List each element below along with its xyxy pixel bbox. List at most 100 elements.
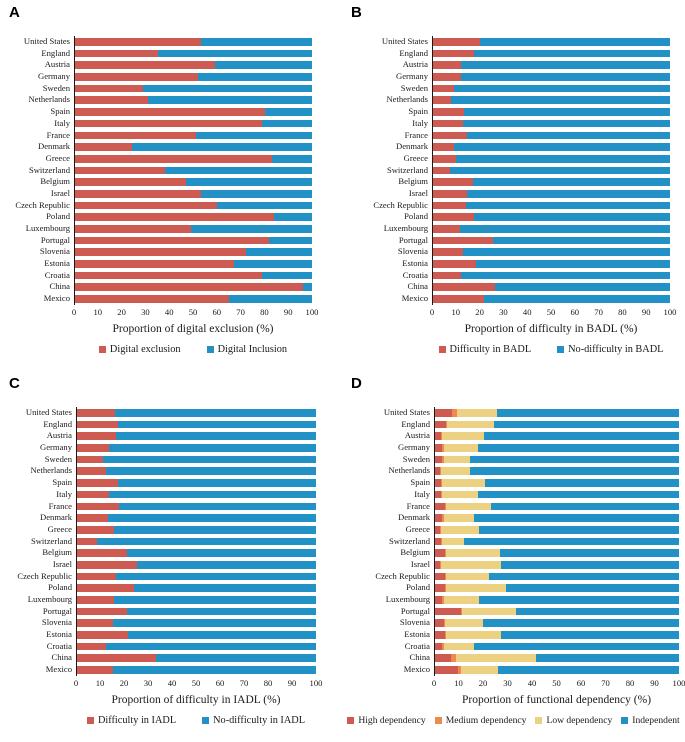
y-axis-label: Sweden <box>402 453 430 464</box>
bar-segment <box>466 201 670 210</box>
bar-track <box>76 617 316 630</box>
y-axis-label: Croatia <box>402 269 428 280</box>
panel-b-x-axis-title: Proportion of difficulty in BADL (%) <box>464 322 638 335</box>
bar-row: Czech Republic <box>342 199 670 212</box>
stacked-bar-portugal <box>433 236 670 245</box>
legend-item: Difficulty in IADL <box>86 715 176 726</box>
bar-segment <box>127 607 316 616</box>
y-axis-label: Portugal <box>42 605 72 616</box>
bar-segment <box>433 154 456 163</box>
bar-track <box>434 640 679 653</box>
bar-segment <box>474 514 679 522</box>
bar-segment <box>77 432 117 441</box>
bar-track <box>434 453 679 466</box>
panel-b-x-axis: 0 10 20 30 40 50 60 70 80 90 100 <box>430 306 677 319</box>
y-axis-label: United States <box>383 407 430 417</box>
bar-segment <box>148 96 312 105</box>
bar-row: Mexico <box>342 293 670 305</box>
bar-segment <box>443 619 445 628</box>
y-axis-label: Czech Republic <box>373 199 428 210</box>
bar-segment <box>442 490 478 499</box>
x-tick-label: 40 <box>164 306 174 317</box>
stacked-bar-netherlands <box>433 96 670 105</box>
panel-d-legend: High dependency Medium dependency Low depe… <box>342 715 685 726</box>
legend-label: No-difficulty in BADL <box>568 343 664 355</box>
stacked-bar-england <box>435 420 679 429</box>
stacked-bar-denmark <box>435 514 679 522</box>
bar-segment <box>435 479 442 487</box>
panel-b-letter: B <box>351 4 362 21</box>
legend-label: Digital exclusion <box>109 343 181 355</box>
y-axis-label: Portugal <box>398 234 428 245</box>
bar-row: Spain <box>0 477 316 489</box>
bar-segment <box>105 467 316 476</box>
legend-label: Digital Inclusion <box>217 343 288 355</box>
stacked-bar-switzerland <box>75 166 312 175</box>
y-axis-label: Slovenia <box>39 246 70 257</box>
bar-segment <box>443 596 479 604</box>
y-axis-label: Poland <box>46 211 70 222</box>
x-tick-label: 100 <box>309 677 323 688</box>
stacked-bar-china <box>433 283 670 292</box>
panel-c-x-axis: 0 10 20 30 40 50 60 70 80 90 100 <box>74 677 323 690</box>
bar-segment <box>435 549 445 557</box>
stacked-bar-denmark <box>433 143 670 151</box>
y-axis-label: France <box>46 129 70 140</box>
bar-segment <box>77 584 135 592</box>
bar-segment <box>461 607 516 616</box>
bar-segment <box>77 490 110 499</box>
bar-row: France <box>0 500 316 513</box>
bar-row: Sweden <box>0 82 312 95</box>
y-axis-label: Sweden <box>44 453 72 464</box>
bar-segment <box>443 514 475 522</box>
bar-segment <box>483 295 670 303</box>
panel-b: B United States England Austria Germany Swed… <box>342 0 685 371</box>
bar-track <box>76 430 316 443</box>
y-axis-label: Czech Republic <box>17 570 72 581</box>
bar-segment <box>482 619 679 628</box>
bar-track <box>432 223 670 235</box>
y-axis-label: United States <box>381 36 428 46</box>
bar-segment <box>493 420 679 429</box>
bar-row: Italy <box>342 117 670 130</box>
y-axis-label: China <box>49 281 70 292</box>
x-tick-label: 100 <box>672 677 685 688</box>
bar-segment <box>77 455 104 464</box>
bar-row: Poland <box>342 211 670 223</box>
bar-segment <box>116 572 316 581</box>
bar-row: Israel <box>0 558 316 571</box>
bar-segment <box>112 619 316 628</box>
bar-track <box>434 442 679 454</box>
bar-segment <box>441 560 501 569</box>
bar-segment <box>498 666 679 674</box>
bar-segment <box>271 154 312 163</box>
y-axis-label: China <box>409 652 430 663</box>
panel-a-x-axis: 0 10 20 30 40 50 60 70 80 90 100 <box>72 306 319 319</box>
bar-segment <box>214 61 312 70</box>
legend-swatch-icon <box>434 716 442 724</box>
stacked-bar-portugal <box>77 607 316 616</box>
bar-segment <box>435 409 453 417</box>
bar-segment <box>433 189 468 198</box>
y-axis-label: Austria <box>402 59 428 70</box>
legend-swatch-icon <box>98 345 106 353</box>
bar-segment <box>464 537 679 546</box>
bar-segment <box>75 96 149 105</box>
bar-segment <box>456 409 498 417</box>
stacked-bar-belgium <box>75 178 312 186</box>
bar-row: Slovenia <box>342 246 670 259</box>
panel-d: D United States England Austria Germany Swed… <box>342 371 685 742</box>
y-axis-label: Netherlands <box>386 94 428 105</box>
stacked-bar-denmark <box>77 514 316 522</box>
y-axis-label: Italy <box>412 117 428 128</box>
x-tick-label: 20 <box>475 306 484 317</box>
bar-segment <box>452 409 457 417</box>
bar-track <box>76 453 316 466</box>
bar-segment <box>75 236 270 245</box>
bar-segment <box>439 467 442 476</box>
bar-row: Italy <box>342 488 679 501</box>
bar-row: Croatia <box>342 269 670 282</box>
bar-segment <box>77 479 118 487</box>
bar-row: Sweden <box>342 453 679 466</box>
stacked-bar-germany <box>75 73 312 81</box>
